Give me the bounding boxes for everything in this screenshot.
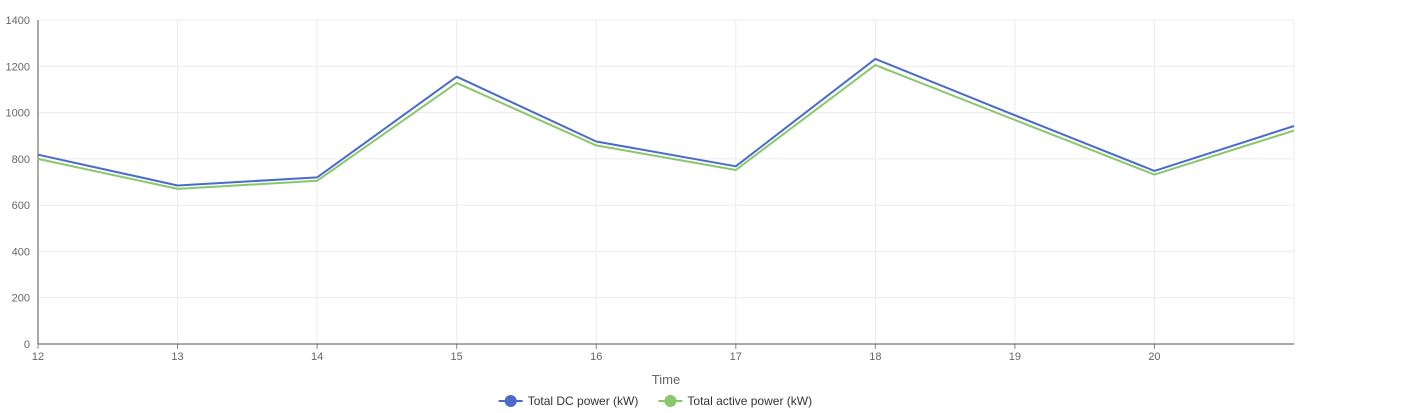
tick-label-layer: 0 200 400 600 800 1000 1200 1400 12 13 14 15 16 17 18 1… — [6, 15, 1161, 363]
series-line-2 — [37, 64, 1295, 190]
y-tick-label: 600 — [12, 200, 30, 212]
legend: Total DC power (kW) Total active power (k… — [498, 394, 812, 408]
series-layer — [37, 57, 1295, 190]
x-tick-label: 15 — [451, 351, 463, 363]
x-tick-label: 19 — [1009, 351, 1021, 363]
series-line-1 — [37, 57, 1295, 187]
y-tick-label: 800 — [12, 154, 30, 166]
x-tick-label: 17 — [730, 351, 742, 363]
x-tick-label: 18 — [869, 351, 881, 363]
y-tick-label: 0 — [24, 339, 30, 351]
legend-marker-1 — [504, 395, 517, 407]
y-tick-label: 1200 — [6, 61, 30, 73]
axis-layer — [37, 20, 1294, 349]
legend-label-2: Total active power (kW) — [687, 394, 812, 408]
x-tick-label: 12 — [32, 351, 44, 363]
legend-label-1: Total DC power (kW) — [528, 394, 639, 408]
y-tick-label: 400 — [12, 246, 30, 258]
x-tick-label: 20 — [1148, 351, 1160, 363]
y-tick-label: 1400 — [6, 15, 30, 27]
x-tick-label: 16 — [590, 351, 602, 363]
legend-marker-2 — [664, 395, 677, 407]
x-tick-label: 14 — [311, 351, 323, 363]
grid-layer — [38, 19, 1295, 344]
y-tick-label: 200 — [12, 293, 30, 305]
x-tick-label: 13 — [171, 351, 183, 363]
x-axis-title: Time — [652, 372, 680, 387]
y-tick-label: 1000 — [6, 108, 30, 120]
